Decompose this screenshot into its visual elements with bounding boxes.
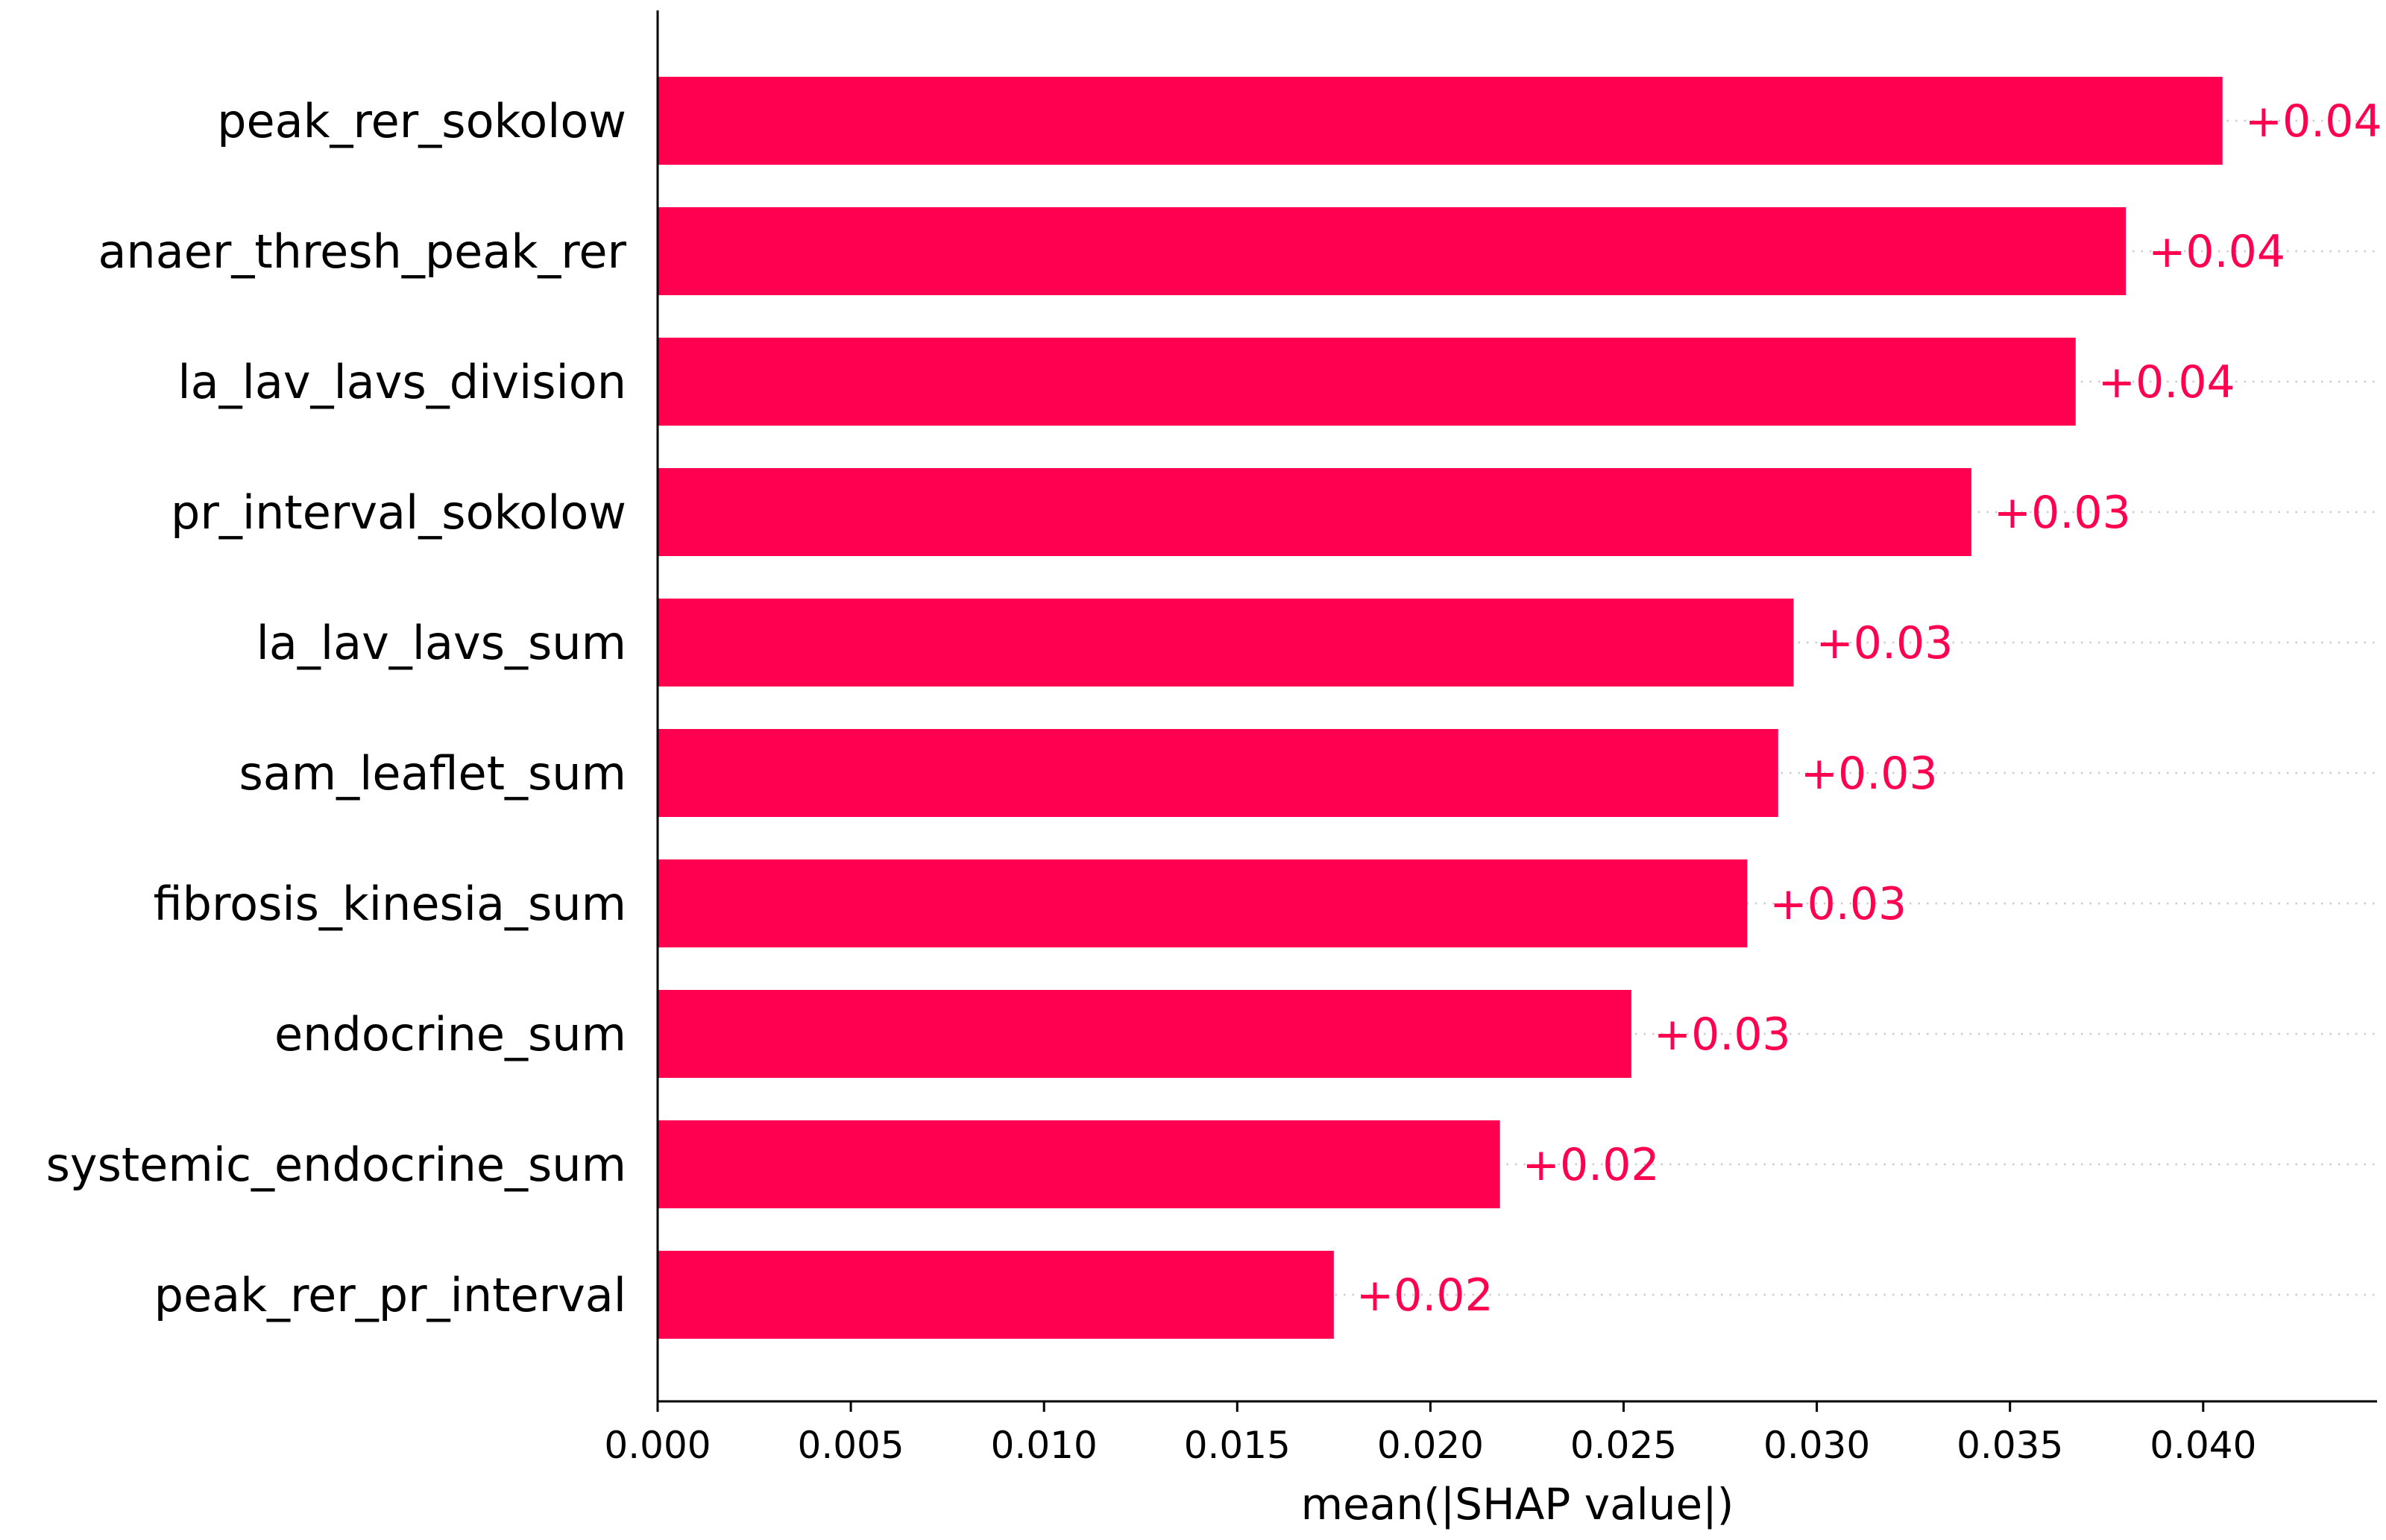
x-ticks: 0.000 0.005 0.010 0.015 0.020 0.025 0.030 0.035…: [604, 1401, 2256, 1467]
x-tick-label: 0.030: [1763, 1424, 1870, 1467]
bar: [658, 468, 1971, 556]
bar: [658, 1120, 1500, 1208]
category-label: peak_rer_sokolow: [217, 94, 626, 148]
category-label: la_lav_lavs_sum: [256, 616, 626, 670]
category-labels: peak_rer_sokolow anaer_thresh_peak_rer la_…: [46, 94, 627, 1322]
bar: [658, 338, 2076, 426]
value-label: +0.03: [1769, 878, 1907, 930]
value-label: +0.02: [1356, 1269, 1493, 1322]
bar: [658, 729, 1778, 817]
category-label: sam_leaflet_sum: [239, 746, 626, 801]
bar: [658, 1251, 1334, 1339]
value-label: +0.03: [1816, 617, 1954, 669]
value-label: +0.02: [1523, 1139, 1660, 1191]
value-label: +0.04: [2148, 226, 2285, 278]
bar: [658, 207, 2127, 295]
value-label: +0.04: [2245, 95, 2382, 148]
bar: [658, 599, 1794, 687]
category-label: endocrine_sum: [274, 1007, 626, 1061]
x-tick-label: 0.000: [604, 1424, 711, 1467]
x-tick-label: 0.015: [1184, 1424, 1291, 1467]
x-tick-label: 0.040: [2150, 1424, 2256, 1467]
x-tick-label: 0.025: [1570, 1424, 1677, 1467]
category-label: fibrosis_kinesia_sum: [154, 877, 626, 931]
value-labels: +0.04 +0.04 +0.04 +0.03 +0.03 +0.03 +0.03 +0.03…: [1356, 95, 2382, 1322]
category-label: pr_interval_sokolow: [171, 485, 626, 540]
value-label: +0.04: [2098, 356, 2235, 408]
bar: [658, 859, 1748, 947]
x-tick-label: 0.035: [1957, 1424, 2063, 1467]
value-label: +0.03: [1654, 1009, 1791, 1061]
x-axis-title: mean(|SHAP value|): [1301, 1479, 1734, 1530]
x-tick-label: 0.005: [798, 1424, 904, 1467]
value-label: +0.03: [1994, 487, 2131, 539]
x-tick-label: 0.020: [1377, 1424, 1484, 1467]
category-label: peak_rer_pr_interval: [154, 1268, 626, 1322]
bar: [658, 990, 1631, 1078]
bar: [658, 77, 2223, 165]
value-label: +0.03: [1801, 748, 1938, 800]
x-tick-label: 0.010: [991, 1424, 1098, 1467]
guide-lines: [658, 119, 2377, 1296]
category-label: anaer_thresh_peak_rer: [98, 224, 626, 279]
bars-group: [658, 77, 2223, 1339]
category-label: la_lav_lavs_division: [177, 355, 626, 409]
category-label: systemic_endocrine_sum: [46, 1137, 626, 1192]
